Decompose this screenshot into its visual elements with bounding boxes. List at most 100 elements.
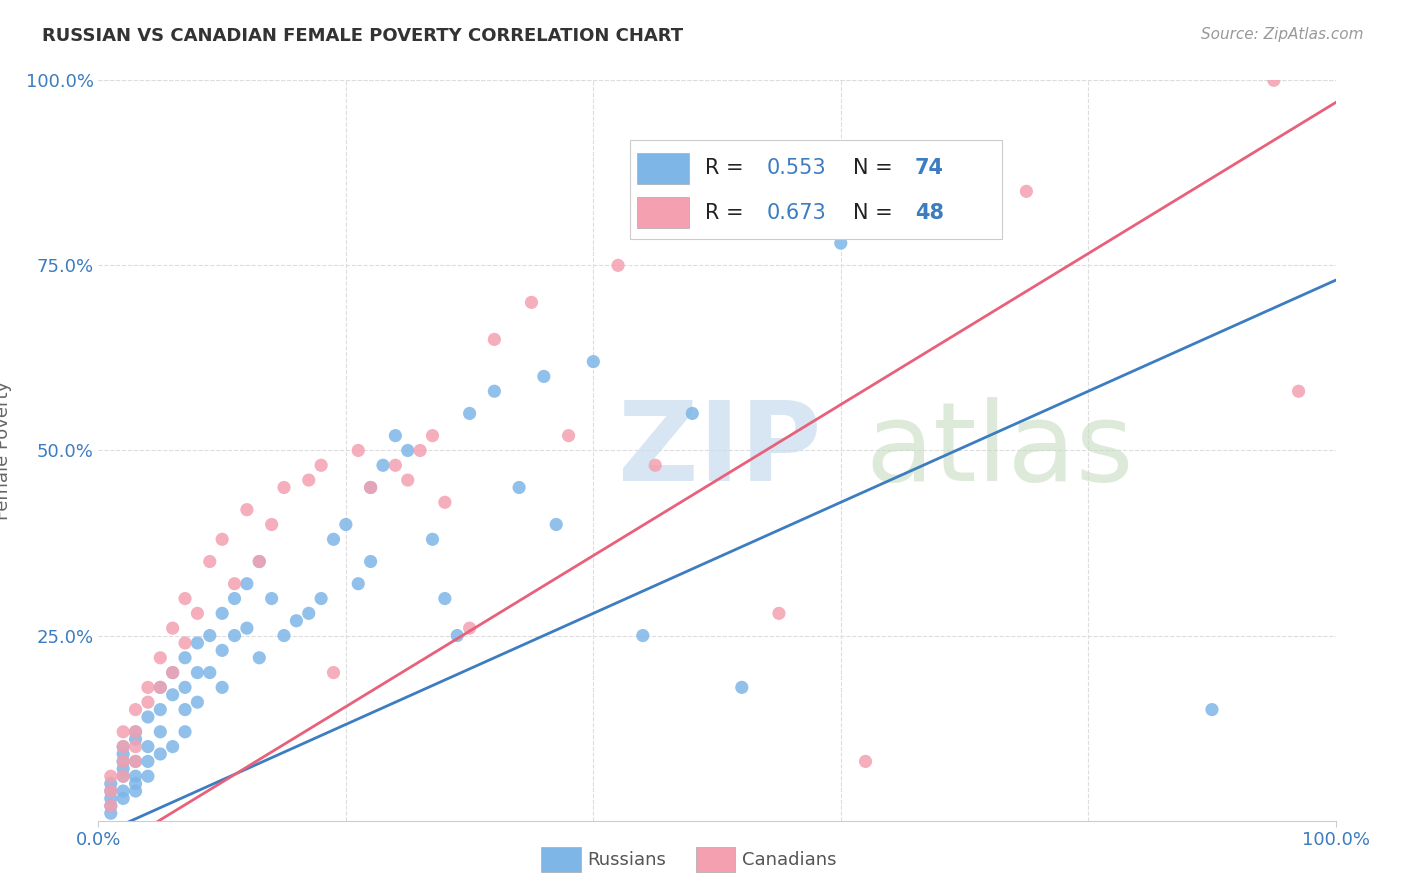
Point [100,769,122,783]
Point [124,739,146,754]
Point [100,776,122,791]
Point [149,747,172,761]
Point [681,407,703,421]
Point [247,555,270,569]
Text: 74: 74 [915,159,943,178]
Point [384,428,406,442]
Text: Russians: Russians [588,851,666,869]
Point [112,755,135,769]
Text: atlas: atlas [866,397,1135,504]
Point [100,798,122,813]
Point [136,710,159,724]
Point [186,695,208,709]
Point [136,769,159,783]
Point [112,769,135,783]
Y-axis label: Female Poverty: Female Poverty [0,381,11,520]
Point [309,591,332,606]
Point [433,591,456,606]
Text: 48: 48 [915,202,943,223]
Point [211,607,233,621]
Point [298,473,321,487]
FancyBboxPatch shape [637,197,689,228]
Point [236,621,259,635]
Text: N =: N = [853,159,900,178]
Point [174,591,197,606]
Point [298,607,321,621]
Text: Canadians: Canadians [742,851,837,869]
Point [149,703,172,717]
Point [335,517,357,532]
Point [533,369,555,384]
Point [422,533,444,547]
Point [112,784,135,798]
Point [1201,703,1223,717]
Point [546,517,568,532]
Point [174,650,197,665]
Point [211,533,233,547]
Point [768,607,790,621]
Point [100,806,122,821]
Point [557,428,579,442]
Point [162,621,184,635]
Point [198,555,221,569]
Point [236,502,259,516]
Point [149,681,172,695]
Point [211,681,233,695]
Point [136,681,159,695]
Point [830,236,852,251]
Point [273,628,295,642]
FancyBboxPatch shape [637,153,689,184]
Point [124,776,146,791]
Point [247,555,270,569]
Point [124,769,146,783]
Point [247,650,270,665]
Point [162,739,184,754]
Point [409,443,432,458]
Point [124,755,146,769]
Text: 0.673: 0.673 [766,202,827,223]
Point [322,533,344,547]
Text: RUSSIAN VS CANADIAN FEMALE POVERTY CORRELATION CHART: RUSSIAN VS CANADIAN FEMALE POVERTY CORRE… [42,27,683,45]
Point [347,576,370,591]
Point [224,628,246,642]
Point [224,576,246,591]
Point [174,703,197,717]
Point [174,636,197,650]
Point [458,407,481,421]
Point [508,480,530,494]
Point [162,665,184,680]
Point [112,747,135,761]
Point [149,724,172,739]
Text: Source: ZipAtlas.com: Source: ZipAtlas.com [1201,27,1364,42]
Point [124,724,146,739]
Text: R =: R = [704,159,749,178]
Point [124,732,146,747]
Point [396,473,419,487]
Point [631,628,654,642]
Point [124,724,146,739]
Point [211,643,233,657]
Point [384,458,406,473]
Point [360,555,382,569]
Point [520,295,543,310]
Point [112,739,135,754]
Point [112,769,135,783]
Point [322,665,344,680]
Point [186,607,208,621]
Point [446,628,468,642]
Point [186,665,208,680]
Point [360,480,382,494]
Point [112,755,135,769]
Point [1015,184,1038,198]
Point [285,614,308,628]
Point [198,665,221,680]
Point [371,458,394,473]
Point [124,784,146,798]
Text: R =: R = [704,202,749,223]
Point [112,739,135,754]
Point [855,755,877,769]
Point [136,755,159,769]
Point [433,495,456,509]
Point [112,762,135,776]
Point [360,480,382,494]
